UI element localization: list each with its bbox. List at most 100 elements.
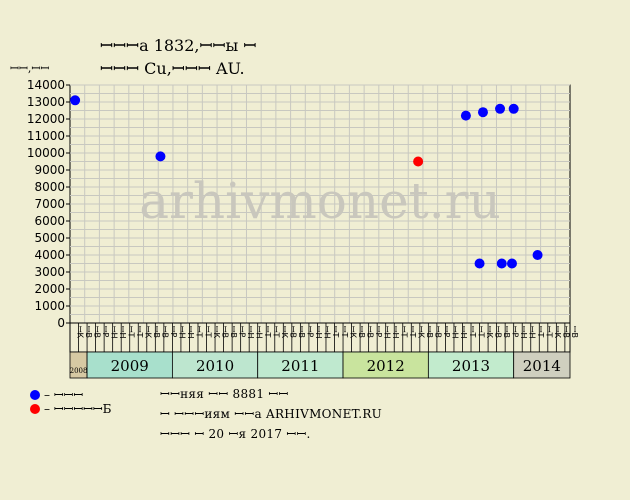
data-point — [474, 258, 485, 269]
month-label: ꟷК — [144, 326, 153, 339]
y-tick-label: 0 — [57, 316, 65, 330]
month-label: ꟷН — [451, 326, 460, 339]
month-label: ꟷН — [254, 326, 263, 339]
month-label: ꟷК — [348, 326, 357, 339]
year-label: 2013 — [452, 357, 490, 375]
year-label: 2009 — [111, 357, 149, 375]
data-point — [495, 103, 506, 114]
month-label: ꟷН — [314, 326, 323, 339]
y-tick-label: 12000 — [27, 112, 65, 126]
month-label: ꟷВ — [357, 326, 366, 338]
year-band — [427, 351, 515, 379]
year-band — [86, 351, 173, 379]
month-label: ꟷВ — [289, 326, 298, 338]
month-label: ꟷТ — [468, 326, 477, 338]
year-band — [171, 351, 259, 379]
y-tick-label: 13000 — [27, 95, 65, 109]
data-point — [155, 151, 166, 162]
month-label: ꟷН — [118, 326, 127, 339]
month-label: ꟷН — [246, 326, 255, 339]
month-label: ꟷТ — [545, 326, 554, 338]
year-label: 2011 — [281, 357, 319, 375]
y-axis-label: ꟷꟷ,ꟷꟷ — [10, 62, 50, 75]
month-label: ꟷТ — [476, 326, 485, 338]
month-label: ꟷК — [212, 326, 221, 339]
month-label: ꟷН — [109, 326, 118, 339]
year-label: 2014 — [523, 357, 561, 375]
data-point — [460, 110, 471, 121]
data-point — [413, 156, 424, 167]
legend-item-series-1: – ꟷꟷꟷ — [30, 386, 83, 403]
month-label: ꟷВ — [425, 326, 434, 338]
chart-title-line-2: ꟷꟷꟷ Cu,ꟷꟷꟷ AU. — [100, 59, 245, 78]
year-label: 2008 — [70, 367, 88, 375]
note-line-2: ꟷ ꟷꟷꟷиям ꟷꟷа ARHIVMONET.RU — [160, 407, 383, 421]
month-label: ꟷТ — [408, 326, 417, 338]
month-label: ꟷР — [169, 326, 178, 338]
month-label: ꟷТ — [126, 326, 135, 338]
y-tick-label: 1000 — [34, 299, 65, 313]
y-tick-label: 11000 — [27, 129, 65, 143]
legend-item-series-2: – ꟷꟷꟷꟷꟷБ — [30, 400, 111, 417]
month-label: ꟷН — [178, 326, 187, 339]
month-label: ꟷВ — [493, 326, 502, 338]
month-label: ꟷР — [101, 326, 110, 338]
y-tick-label: 5000 — [34, 231, 65, 245]
month-label: ꟷР — [374, 326, 383, 338]
month-label: ꟷН — [186, 326, 195, 339]
month-label: ꟷР — [442, 326, 451, 338]
month-label: ꟷК — [280, 326, 289, 339]
month-label: ꟷТ — [331, 326, 340, 338]
y-tick-label: 3000 — [34, 265, 65, 279]
month-label: ꟷР — [306, 326, 315, 338]
month-label: ꟷН — [459, 326, 468, 339]
month-label: ꟷН — [391, 326, 400, 339]
note-line-1: ꟷꟷняя ꟷꟷ 8881 ꟷꟷ — [160, 387, 289, 401]
month-label: ꟷР — [510, 326, 519, 338]
month-label: ꟷТ — [203, 326, 212, 338]
month-label: ꟷК — [417, 326, 426, 339]
legend-label: – ꟷꟷꟷ — [44, 388, 84, 402]
data-point — [532, 250, 543, 260]
month-label: ꟷВ — [84, 326, 93, 338]
data-point — [477, 107, 488, 118]
month-label: ꟷТ — [263, 326, 272, 338]
legend-dot-icon — [30, 404, 40, 414]
month-label: ꟷТ — [272, 326, 281, 338]
y-tick-label: 8000 — [34, 180, 65, 194]
month-label: ꟷВ — [220, 326, 229, 338]
y-tick-label: 10000 — [27, 146, 65, 160]
month-label: ꟷВ — [365, 326, 374, 338]
y-tick-label: 14000 — [27, 78, 65, 92]
month-label: ꟷН — [527, 326, 536, 339]
chart-title-line-1: ꟷꟷꟷа 1832,ꟷꟷы ꟷ — [100, 36, 257, 55]
month-label: ꟷТ — [536, 326, 545, 338]
month-label: ꟷВ — [434, 326, 443, 338]
month-label: ꟷК — [75, 326, 84, 339]
month-label: ꟷВ — [152, 326, 161, 338]
month-label: ꟷН — [323, 326, 332, 339]
year-band — [342, 351, 429, 379]
month-label: ꟷК — [553, 326, 562, 339]
month-label: ꟷК — [485, 326, 494, 339]
month-label: ꟷТ — [340, 326, 349, 338]
year-label: 2010 — [196, 357, 234, 375]
year-band — [513, 351, 571, 379]
month-label: ꟷВ — [502, 326, 511, 338]
month-label: ꟷВ — [161, 326, 170, 338]
month-label: ꟷТ — [399, 326, 408, 338]
watermark: arhivmonet.ru — [139, 172, 501, 230]
year-label: 2012 — [367, 357, 405, 375]
y-tick-label: 4000 — [34, 248, 65, 262]
data-point — [508, 103, 519, 114]
month-label: ꟷР — [237, 326, 246, 338]
legend-label: – ꟷꟷꟷꟷꟷБ — [44, 402, 112, 416]
month-label: ꟷТ — [195, 326, 204, 338]
month-label: ꟷВ — [570, 326, 579, 338]
y-tick-label: 9000 — [34, 163, 65, 177]
month-label: ꟷН — [519, 326, 528, 339]
note-line-3: ꟷꟷꟷ ꟷ 20 ꟷя 2017 ꟷꟷ. — [160, 427, 311, 441]
month-label: ꟷВ — [92, 326, 101, 338]
month-label: ꟷВ — [229, 326, 238, 338]
year-band — [257, 351, 344, 379]
